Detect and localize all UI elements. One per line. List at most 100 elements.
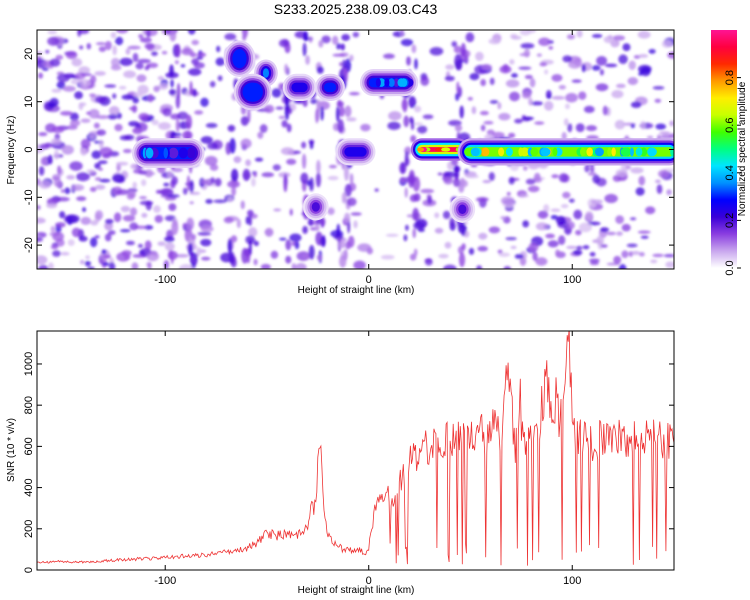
heatmap-cell [146, 30, 151, 38]
heatmap-cell [640, 235, 649, 239]
heatmap-cell [318, 39, 324, 48]
heatmap-cell [51, 126, 65, 134]
heatmap-feature [594, 147, 604, 157]
heatmap-cell [124, 134, 135, 141]
heatmap-cell [489, 77, 495, 86]
heatmap-cell [78, 102, 84, 111]
heatmap-cell [245, 159, 251, 167]
heatmap-cell [280, 147, 295, 155]
heatmap-cell [278, 172, 291, 178]
heatmap-cell [147, 62, 159, 69]
heatmap-cell [182, 222, 188, 229]
heatmap-cell [420, 76, 430, 86]
heatmap-cell [43, 60, 52, 68]
heatmap-cell [86, 43, 92, 50]
heatmap-cell [566, 245, 578, 250]
colorbar-tick-label: 0.4 [724, 165, 736, 180]
heatmap-cell [443, 264, 457, 269]
heatmap-cell [615, 215, 625, 224]
heatmap-cell [279, 237, 287, 241]
heatmap-cell [522, 165, 528, 171]
heatmap-cell [374, 188, 379, 192]
heatmap-cell [37, 217, 46, 224]
heatmap-cell [400, 38, 414, 47]
heatmap-cell [558, 85, 566, 90]
heatmap-cell [155, 189, 162, 194]
heatmap-cell [86, 169, 95, 173]
heatmap-cell [154, 214, 164, 223]
heatmap-feature [611, 147, 616, 157]
heatmap-cell [294, 241, 300, 250]
heatmap-cell [283, 173, 288, 187]
heatmap-cell [144, 240, 152, 250]
heatmap-cell [403, 234, 408, 242]
heatmap-cell [99, 178, 111, 183]
heatmap-cell [547, 240, 559, 248]
heatmap-cell [205, 123, 218, 128]
heatmap-cell [138, 33, 144, 39]
heatmap-cell [510, 245, 517, 249]
heatmap-cell [151, 119, 159, 126]
heatmap-cell [563, 118, 569, 126]
heatmap-cell [114, 123, 123, 132]
heatmap-cell [271, 88, 282, 98]
heatmap-cell [94, 235, 100, 239]
heatmap-cell [420, 188, 435, 194]
heatmap-cell [252, 172, 258, 178]
heatmap-cell [545, 89, 552, 100]
heatmap-cell [94, 210, 104, 220]
y-tick-label: 400 [23, 478, 35, 496]
heatmap-cell [336, 43, 341, 50]
heatmap-feature [470, 147, 480, 157]
heatmap-cell [80, 216, 92, 225]
heatmap-cell [308, 36, 313, 43]
heatmap-cell [555, 215, 566, 225]
heatmap-cell [669, 120, 674, 127]
heatmap-cell [518, 66, 532, 70]
heatmap-cell [122, 214, 136, 222]
heatmap-cell [248, 227, 258, 238]
heatmap-cell [338, 241, 346, 249]
heatmap-cell [508, 176, 515, 185]
heatmap-cell [191, 233, 196, 241]
heatmap-cell [116, 252, 131, 262]
heatmap-cell [478, 232, 488, 240]
snr-series-line [37, 331, 674, 566]
colorbar-tick-label: 0.8 [724, 70, 736, 85]
heatmap-cell [55, 196, 70, 202]
heatmap-cell [112, 93, 117, 99]
heatmap-cell [45, 49, 50, 54]
heatmap-cell [604, 63, 618, 68]
heatmap-cell [98, 139, 104, 149]
heatmap-cell [275, 106, 284, 110]
heatmap-cell [115, 36, 124, 46]
heatmap-cell [98, 160, 108, 165]
heatmap-feature [163, 147, 169, 159]
y-tick-label: -20 [23, 237, 35, 253]
heatmap-cell [584, 164, 590, 173]
heatmap-cell [536, 53, 543, 57]
heatmap-cell [242, 33, 247, 42]
heatmap-cell [223, 216, 234, 224]
heatmap-cell [71, 227, 81, 238]
heatmap-cell [151, 51, 158, 57]
heatmap-cell [76, 196, 87, 202]
heatmap-cell [59, 211, 66, 219]
heatmap-cell [115, 30, 129, 34]
heatmap-cell [349, 173, 354, 185]
heatmap-cell [548, 46, 554, 50]
heatmap-cell [107, 114, 118, 120]
heatmap-cell [47, 154, 53, 165]
heatmap-cell [353, 220, 358, 229]
heatmap-cell [602, 105, 608, 116]
heatmap-cell [615, 83, 626, 89]
heatmap-cell [302, 42, 307, 57]
heatmap-cell [437, 172, 443, 176]
heatmap-cell [89, 93, 96, 98]
heatmap-cell [80, 118, 91, 123]
heatmap-cell [283, 182, 288, 193]
heatmap-cell [38, 72, 44, 79]
heatmap-cell [47, 30, 58, 35]
heatmap-cell [403, 115, 410, 128]
heatmap-cell [476, 265, 483, 269]
